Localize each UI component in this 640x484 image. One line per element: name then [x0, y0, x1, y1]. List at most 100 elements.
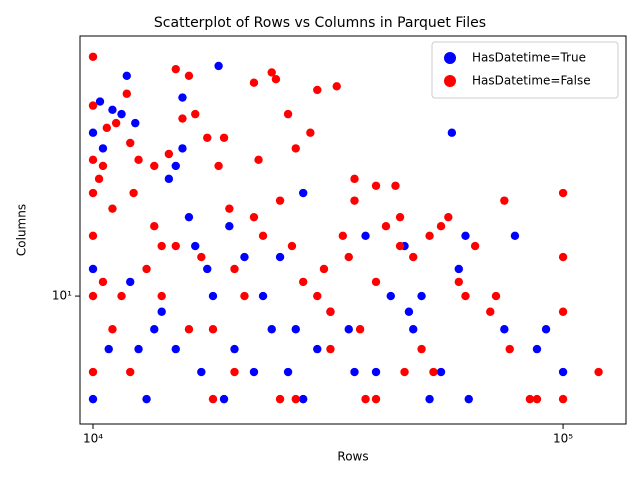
chart-title: Scatterplot of Rows vs Columns in Parque…: [154, 15, 486, 31]
point: [355, 325, 365, 334]
point: [500, 196, 509, 205]
point: [381, 221, 391, 231]
point: [126, 138, 135, 148]
point: [558, 188, 568, 198]
legend-marker: [444, 75, 456, 87]
point: [429, 367, 438, 377]
point: [283, 109, 293, 119]
point: [126, 277, 135, 287]
point: [500, 325, 509, 334]
point: [88, 291, 98, 301]
plot-frame: [79, 35, 627, 425]
y-axis-label: Columns: [15, 204, 29, 256]
point: [409, 252, 418, 262]
point: [108, 325, 117, 334]
point: [287, 241, 297, 251]
point: [171, 64, 180, 74]
point: [214, 61, 223, 71]
point: [230, 264, 239, 274]
legend-label: HasDatetime=True: [472, 51, 586, 65]
point: [134, 344, 143, 354]
point: [88, 101, 98, 110]
point: [258, 231, 268, 240]
point: [108, 204, 117, 213]
point: [225, 221, 234, 231]
point: [258, 291, 268, 301]
point: [291, 144, 300, 153]
point: [134, 155, 143, 165]
point: [219, 133, 229, 142]
point: [404, 307, 414, 316]
point: [350, 174, 359, 184]
point: [409, 325, 418, 334]
point: [230, 367, 239, 377]
point: [111, 118, 121, 128]
point: [203, 133, 212, 142]
point: [298, 277, 308, 287]
point: [425, 394, 434, 404]
point: [371, 367, 381, 377]
point: [400, 367, 409, 377]
point: [88, 128, 98, 137]
point: [117, 109, 126, 119]
point: [249, 212, 259, 222]
point: [371, 277, 381, 287]
point: [361, 231, 370, 240]
point: [417, 344, 426, 354]
point: [249, 367, 259, 377]
point: [267, 325, 276, 334]
point: [391, 181, 400, 190]
point: [219, 394, 229, 404]
point: [88, 52, 98, 61]
point: [203, 264, 212, 274]
point: [88, 367, 98, 377]
point: [126, 367, 135, 377]
point: [267, 68, 276, 77]
point: [178, 93, 187, 102]
x-tick-label: 10⁴: [83, 432, 103, 446]
point: [88, 155, 98, 165]
point: [436, 367, 446, 377]
point: [313, 291, 322, 301]
point: [326, 307, 335, 316]
point: [131, 118, 140, 128]
point: [594, 367, 603, 377]
point: [171, 241, 180, 251]
point: [461, 291, 470, 301]
point: [230, 344, 239, 354]
point: [558, 252, 568, 262]
point: [102, 123, 112, 133]
point: [142, 394, 151, 404]
point: [344, 325, 353, 334]
point: [94, 174, 104, 184]
point: [157, 307, 166, 316]
point: [191, 109, 200, 119]
point: [350, 196, 359, 205]
point: [371, 181, 381, 190]
point: [313, 85, 322, 95]
x-tick-label: 10⁵: [553, 432, 573, 446]
point: [254, 155, 263, 165]
point: [122, 89, 131, 98]
point: [240, 291, 249, 301]
legend-box: [431, 41, 619, 99]
point: [184, 212, 194, 222]
point: [464, 394, 473, 404]
point: [157, 291, 166, 301]
point: [395, 241, 405, 251]
point: [98, 144, 108, 153]
point: [461, 231, 470, 240]
point: [291, 394, 300, 404]
point: [178, 144, 187, 153]
point: [454, 277, 463, 287]
point: [486, 307, 495, 316]
point: [88, 188, 98, 198]
point: [436, 221, 446, 231]
point: [447, 128, 457, 137]
point: [291, 325, 300, 334]
point: [249, 78, 259, 87]
point: [150, 161, 159, 171]
point: [88, 394, 98, 404]
point: [197, 252, 206, 262]
point: [395, 212, 405, 222]
